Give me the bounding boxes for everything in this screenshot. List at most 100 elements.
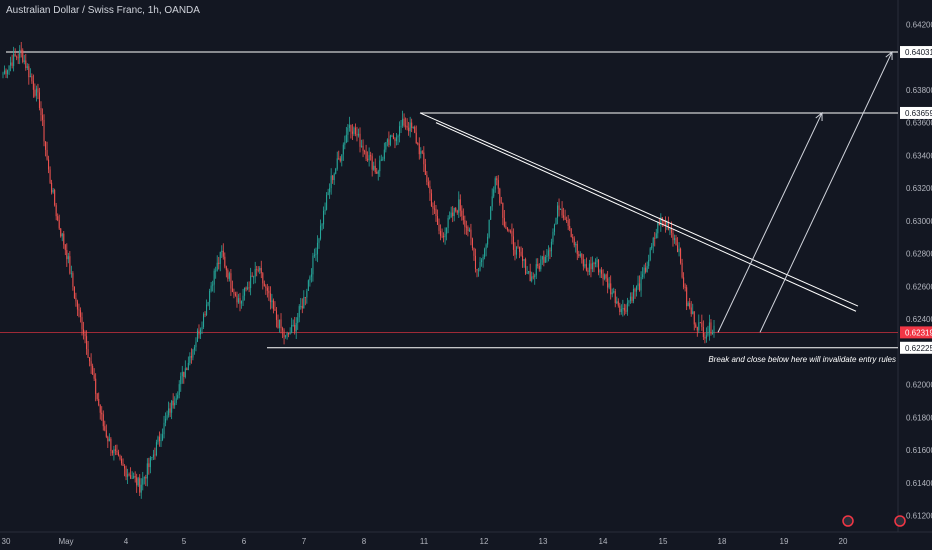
candle-body[interactable] [643, 267, 645, 275]
candle-body[interactable] [686, 287, 688, 307]
candle-body[interactable] [455, 207, 457, 211]
candle-body[interactable] [550, 241, 552, 252]
candle-body[interactable] [610, 283, 612, 295]
candle-body[interactable] [528, 271, 530, 273]
candle-body[interactable] [430, 193, 432, 207]
candle-body[interactable] [576, 244, 578, 255]
candle-body[interactable] [499, 188, 501, 203]
candle-body[interactable] [601, 270, 603, 274]
candle-body[interactable] [362, 145, 364, 151]
candle-body[interactable] [280, 319, 282, 329]
candle-body[interactable] [297, 317, 299, 324]
candle-body[interactable] [511, 231, 513, 237]
candle-body[interactable] [596, 259, 598, 263]
candle-body[interactable] [193, 347, 195, 350]
candle-body[interactable] [146, 463, 148, 479]
candle-body[interactable] [579, 253, 581, 257]
candle-body[interactable] [348, 124, 350, 128]
candle-body[interactable] [285, 335, 287, 337]
candle-body[interactable] [313, 254, 315, 256]
candle-body[interactable] [377, 171, 379, 174]
candle-body[interactable] [477, 270, 480, 272]
candle-body[interactable] [244, 287, 246, 296]
candle-body[interactable] [538, 266, 540, 270]
candle-body[interactable] [180, 376, 182, 385]
candle-body[interactable] [204, 314, 206, 316]
candle-body[interactable] [456, 210, 458, 213]
candle-body[interactable] [134, 476, 136, 478]
candle-body[interactable] [652, 237, 654, 246]
candle-body[interactable] [395, 137, 398, 142]
candle-body[interactable] [318, 238, 320, 243]
candle-body[interactable] [604, 274, 606, 280]
candle-body[interactable] [344, 142, 346, 145]
candle-body[interactable] [356, 134, 358, 136]
candle-body[interactable] [327, 192, 329, 196]
candle-body[interactable] [161, 434, 164, 440]
candle-body[interactable] [323, 210, 325, 225]
candle-body[interactable] [125, 468, 127, 477]
candle-body[interactable] [588, 263, 590, 272]
candle-body[interactable] [23, 60, 25, 62]
candle-body[interactable] [634, 288, 636, 292]
candle-body[interactable] [17, 57, 19, 59]
candle-body[interactable] [55, 205, 57, 217]
candle-body[interactable] [277, 319, 279, 328]
candle-body[interactable] [303, 297, 305, 309]
candle-body[interactable] [96, 393, 98, 400]
candle-body[interactable] [336, 158, 338, 169]
candle-body[interactable] [587, 270, 589, 272]
candle-body[interactable] [274, 309, 276, 311]
candle-body[interactable] [388, 139, 390, 145]
candle-body[interactable] [86, 336, 88, 350]
candle-body[interactable] [283, 330, 285, 337]
candle-body[interactable] [338, 158, 340, 160]
candle-body[interactable] [253, 276, 255, 278]
candle-body[interactable] [418, 143, 420, 155]
candle-body[interactable] [364, 150, 366, 152]
candle-body[interactable] [645, 267, 647, 272]
candle-body[interactable] [186, 368, 188, 371]
candle-body[interactable] [271, 300, 273, 303]
candle-body[interactable] [72, 273, 74, 287]
candle-body[interactable] [582, 259, 584, 267]
candle-body[interactable] [584, 264, 586, 267]
candle-body[interactable] [342, 144, 344, 155]
candle-body[interactable] [713, 325, 715, 334]
candle-body[interactable] [46, 149, 48, 160]
candle-body[interactable] [555, 217, 557, 225]
candle-body[interactable] [155, 442, 157, 456]
candle-body[interactable] [675, 238, 677, 246]
candle-body[interactable] [523, 259, 525, 261]
candle-body[interactable] [497, 180, 499, 189]
candle-body[interactable] [635, 286, 638, 292]
candle-body[interactable] [268, 290, 270, 294]
candle-body[interactable] [476, 269, 478, 271]
candle-body[interactable] [383, 149, 385, 159]
candle-body[interactable] [613, 291, 615, 293]
candle-body[interactable] [500, 202, 502, 204]
candle-body[interactable] [666, 221, 668, 226]
candle-body[interactable] [575, 244, 577, 246]
candle-body[interactable] [345, 134, 347, 143]
candle-body[interactable] [546, 255, 548, 257]
candle-body[interactable] [353, 127, 355, 134]
candle-body[interactable] [304, 297, 306, 298]
candle-body[interactable] [219, 252, 221, 264]
candle-body[interactable] [532, 276, 534, 278]
candle-body[interactable] [166, 415, 168, 419]
candle-body[interactable] [11, 62, 13, 66]
candle-body[interactable] [376, 171, 378, 174]
candle-body[interactable] [543, 256, 545, 263]
candle-body[interactable] [409, 122, 411, 132]
candle-body[interactable] [540, 259, 542, 270]
candle-body[interactable] [458, 199, 460, 213]
candle-body[interactable] [664, 221, 666, 226]
candle-body[interactable] [429, 186, 431, 194]
candle-body[interactable] [414, 127, 416, 133]
candle-body[interactable] [357, 133, 360, 136]
candle-body[interactable] [503, 217, 505, 227]
candle-body[interactable] [541, 256, 543, 260]
candle-body[interactable] [440, 230, 442, 236]
candle-body[interactable] [265, 286, 267, 288]
